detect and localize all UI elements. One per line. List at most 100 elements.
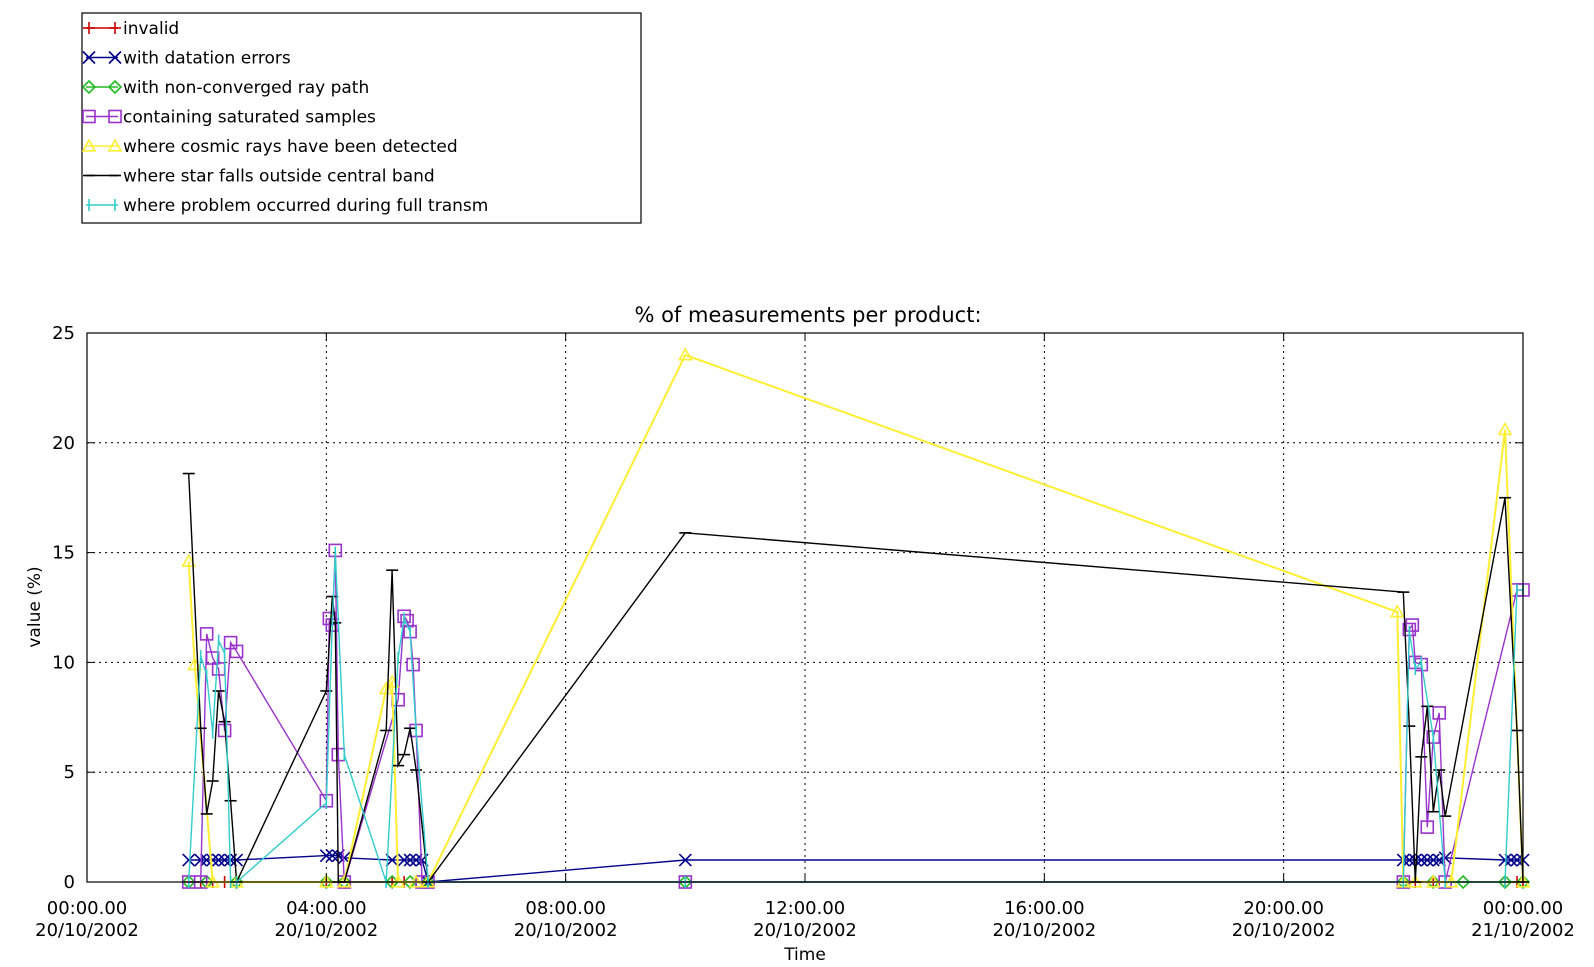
series-2-point-3: [319, 874, 334, 890]
series-2-point-13-shape: [1515, 874, 1531, 890]
series-1-point-12-b: [385, 853, 399, 867]
series-1-point-24-b: [1426, 853, 1440, 867]
series-3-point-25: [1405, 618, 1420, 632]
legend-item-3-marker-b-shape: [108, 109, 122, 124]
series-2-point-11: [1456, 874, 1471, 890]
series-5: [182, 472, 1529, 885]
y-tick-label-3: 15: [52, 543, 75, 564]
legend-item-0: invalid: [83, 19, 179, 39]
x-tick-date-2: 20/10/2002: [514, 920, 618, 941]
y-tick-label-2: 10: [52, 652, 75, 673]
series-4-point-6: [378, 681, 394, 695]
series-1-point-18-b: [678, 853, 692, 867]
series-3-point-30-shape: [1432, 706, 1447, 720]
series-1-point-15: [409, 853, 423, 867]
legend-item-1-marker-a: [82, 50, 96, 65]
series-3-point-7: [229, 644, 244, 659]
series-3-point-2: [199, 627, 214, 641]
series-4-point-11-shape: [677, 347, 693, 361]
y-tick-label-1: 5: [64, 762, 75, 783]
legend-item-2-marker-a-shape: [81, 79, 97, 95]
x-tick-time-6: 00:00.00: [1483, 898, 1564, 919]
series-3-point-25-shape: [1405, 618, 1420, 632]
series-1-point-9: [325, 849, 339, 863]
y-tick-label-5: 25: [52, 323, 75, 344]
ticks: 051015202500:00.0020/10/200204:00.0020/1…: [35, 323, 1575, 941]
legend-item-4-marker-a-shape: [81, 138, 97, 152]
legend-item-3-marker-a: [82, 109, 96, 124]
series-1-point-4: [212, 853, 226, 867]
series-4-point-12-shape: [1389, 604, 1405, 618]
series-1-point-26-b: [1438, 851, 1452, 865]
x-tick-time-3: 12:00.00: [765, 898, 846, 919]
series-1-point-14-b: [403, 853, 417, 867]
legend-item-1-marker-b-b: [108, 50, 122, 65]
x-tick-time-5: 20:00.00: [1243, 898, 1324, 919]
x-tick-date-5: 20/10/2002: [1232, 920, 1336, 941]
legend-item-2-marker-a: [81, 79, 97, 95]
legend-item-4-marker-b-shape: [107, 138, 123, 152]
legend-item-2-label: with non-converged ray path: [123, 78, 369, 98]
legend-item-5-label: where star falls outside central band: [123, 167, 435, 187]
legend-item-1-marker-a-b: [82, 50, 96, 65]
series-1-point-28: [1504, 853, 1518, 867]
series-1-point-3-b: [206, 853, 220, 867]
legend-frame: [81, 12, 642, 224]
series-1-point-28-b: [1504, 853, 1518, 867]
series-1-point-23: [1420, 853, 1434, 867]
series-1-point-20-b: [1402, 853, 1416, 867]
legend-item-3-label: containing saturated samples: [123, 108, 376, 128]
series-4-point-11: [677, 347, 693, 361]
series-2-point-13: [1515, 874, 1531, 890]
series-1-point-26: [1438, 851, 1452, 865]
series-4-point-17: [1497, 421, 1513, 436]
series-4-point-12: [1389, 604, 1405, 618]
series-3-point-28-shape: [1420, 820, 1435, 834]
series-1-point-5: [218, 853, 232, 867]
series-1-point-15-b: [409, 853, 423, 867]
chart-title: % of measurements per product:: [634, 303, 981, 327]
series-1-point-22-b: [1414, 853, 1428, 867]
legend-item-5: where star falls outside central band: [83, 167, 435, 187]
series-1-point-23-b: [1420, 853, 1434, 867]
series-1-point-13: [397, 853, 411, 867]
legend-item-4: where cosmic rays have been detected: [81, 137, 458, 157]
series-1-point-8-b: [319, 849, 333, 863]
series-1-point-8: [319, 849, 333, 863]
x-tick-time-4: 16:00.00: [1004, 898, 1085, 919]
legend-item-3-marker-a-shape: [82, 109, 96, 124]
legend-item-3-marker-b: [108, 109, 122, 124]
series-1-point-7-b: [230, 853, 244, 867]
series-1-point-0: [182, 853, 196, 867]
series-1-point-21-b: [1408, 853, 1422, 867]
series-1-point-11-b: [337, 851, 351, 865]
series-2-point-11-shape: [1456, 874, 1471, 890]
y-axis-label: value (%): [25, 566, 45, 647]
series-1-point-18: [678, 853, 692, 867]
x-tick-time-2: 08:00.00: [525, 898, 606, 919]
series-3-point-7-shape: [229, 644, 244, 659]
series-4-point-17-shape: [1497, 421, 1513, 436]
series-4-point-0: [181, 553, 197, 567]
series-4-point-0-shape: [181, 553, 197, 567]
series-4-point-6-shape: [378, 681, 394, 695]
series-1-point-21: [1408, 853, 1422, 867]
series-1-point-27-b: [1498, 853, 1512, 867]
series-1-point-9-b: [325, 849, 339, 863]
series-1-point-0-b: [182, 853, 196, 867]
series-1-point-27: [1498, 853, 1512, 867]
x-tick-date-6: 21/10/2002: [1471, 920, 1575, 941]
legend-item-1: with datation errors: [82, 49, 291, 69]
x-tick-date-0: 20/10/2002: [35, 920, 139, 941]
legend-item-2-marker-b: [107, 79, 123, 95]
y-tick-label-4: 20: [52, 433, 75, 454]
legend-item-2: with non-converged ray path: [81, 78, 369, 98]
series-1-point-7: [230, 853, 244, 867]
series-1-point-5-b: [218, 853, 232, 867]
x-tick-date-1: 20/10/2002: [274, 920, 378, 941]
series-2-point-10: [1426, 874, 1441, 890]
x-tick-date-3: 20/10/2002: [753, 920, 857, 941]
x-axis-label: Time: [783, 945, 826, 965]
legend-item-3: containing saturated samples: [82, 108, 376, 128]
